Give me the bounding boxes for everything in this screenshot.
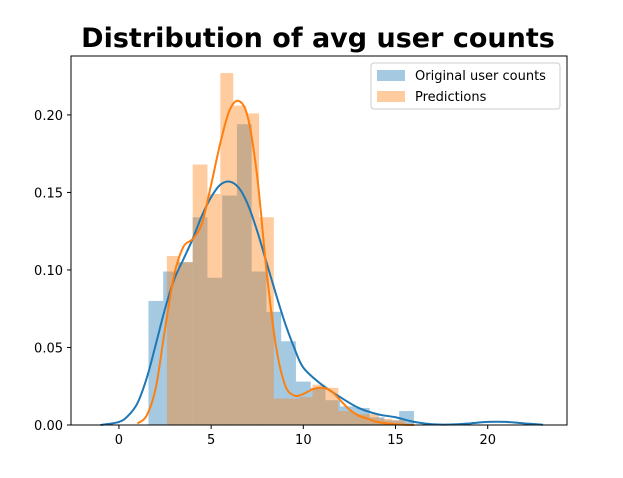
plot-area [100, 73, 544, 426]
legend-box [370, 62, 561, 110]
series-0-bar-9 [281, 341, 296, 425]
series-1-bar-6 [246, 113, 260, 426]
series-0-bar-16 [384, 420, 400, 425]
series-0-bars [148, 124, 414, 425]
series-1-bar-8 [273, 398, 287, 425]
series-1-bar-12 [325, 387, 339, 425]
series-0-bar-7 [251, 271, 267, 425]
axes-frame [70, 55, 568, 426]
y-tick-label-3: 0.15 [34, 186, 63, 201]
series-0-bar-3 [192, 217, 208, 425]
series-0-bar-12 [325, 400, 341, 425]
series-1-bar-5 [233, 105, 247, 425]
series-1-bar-14 [353, 414, 367, 425]
y-tick-label-4: 0.20 [34, 109, 63, 124]
series-0-bar-1 [163, 271, 178, 425]
series-1-bars [166, 73, 405, 426]
series-1-bar-13 [338, 411, 354, 425]
series-1-bar-16 [378, 418, 392, 425]
x-tick-label-3: 15 [387, 433, 404, 448]
series-1-bar-7 [259, 217, 274, 425]
x-tick-label-4: 20 [479, 433, 496, 448]
series-0-bar-5 [222, 195, 237, 425]
x-tick-label-2: 10 [295, 433, 312, 448]
series-1-bar-3 [207, 193, 221, 425]
y-tick-label-0: 0.00 [34, 419, 63, 434]
y-tick-label-2: 0.10 [34, 264, 63, 279]
series-1-bar-4 [220, 73, 234, 425]
series-0-bar-8 [266, 311, 282, 425]
series-1-bar-10 [299, 397, 313, 425]
legend-swatch-1 [377, 91, 405, 102]
x-tick-label-0: 0 [115, 433, 123, 448]
series-1-bar-1 [179, 262, 193, 425]
y-tick-label-1: 0.05 [34, 341, 63, 356]
legend: Original user counts Predictions [370, 62, 561, 110]
legend-label-1: Predictions [415, 90, 487, 105]
series-0-bar-4 [207, 277, 223, 425]
chart-title: Distribution of avg user counts [81, 23, 555, 54]
series-1-kde-line [136, 99, 415, 426]
series-1-bar-2 [192, 164, 208, 425]
series-0-bar-11 [310, 387, 326, 425]
series-0-bar-2 [177, 262, 193, 425]
legend-label-0: Original user counts [415, 69, 546, 84]
series-1-bar-17 [391, 420, 405, 425]
legend-swatch-0 [377, 70, 405, 81]
x-tick-label-1: 5 [207, 433, 215, 448]
series-0-bar-6 [236, 124, 252, 425]
series-1-bar-11 [312, 384, 326, 425]
axes: 0 5 10 15 20 0.00 0.05 0.10 0.15 0.20 [34, 55, 568, 448]
series-1-bar-9 [286, 398, 300, 425]
